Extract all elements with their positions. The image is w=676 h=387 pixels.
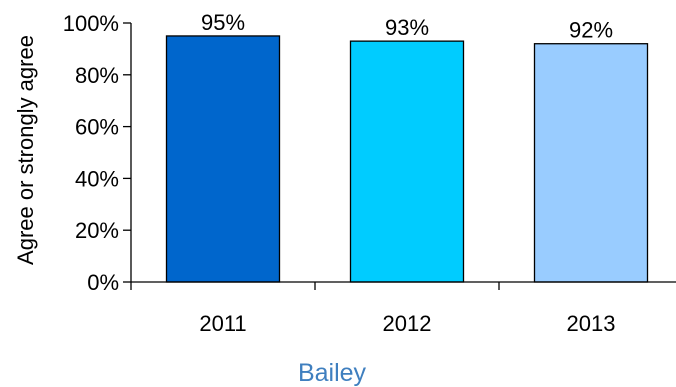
- bar-2013: [533, 43, 649, 283]
- y-tick-label: 0%: [87, 270, 119, 295]
- x-tick-label: 2011: [199, 311, 246, 336]
- y-axis-title: Agree or strongly agree: [13, 35, 38, 265]
- y-tick-label: 40%: [75, 166, 119, 191]
- bar-2011: [165, 35, 281, 283]
- y-axis-ticks: 0% 20% 40% 60% 80% 100%: [63, 11, 131, 295]
- y-tick-label: 60%: [75, 115, 119, 140]
- x-axis-title: Bailey: [298, 359, 367, 387]
- y-tick-label: 80%: [75, 63, 119, 88]
- data-labels: 95% 93% 92%: [201, 10, 613, 43]
- x-tick-label: 2013: [567, 311, 616, 336]
- bar-2012: [349, 40, 465, 283]
- bars: [165, 35, 649, 283]
- x-tick-label: 2012: [383, 311, 432, 336]
- data-label-2012: 93%: [385, 15, 429, 40]
- y-tick-label: 20%: [75, 218, 119, 243]
- data-label-2011: 95%: [201, 10, 245, 35]
- data-label-2013: 92%: [569, 18, 613, 43]
- x-axis-ticks: 2011 2012 2013: [130, 282, 616, 336]
- y-tick-label: 100%: [63, 11, 119, 36]
